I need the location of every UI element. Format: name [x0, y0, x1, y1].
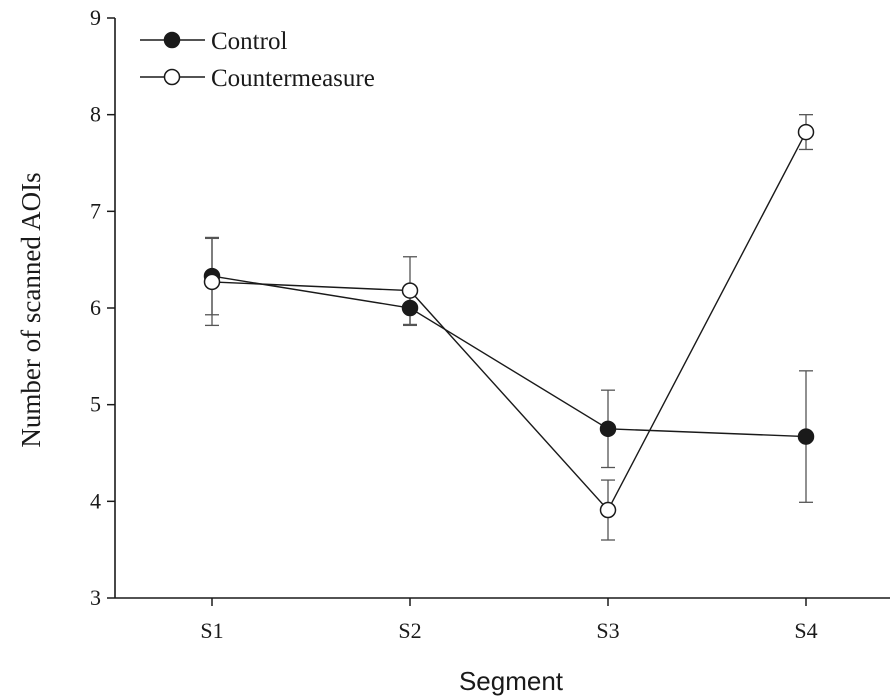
y-tick-label: 3: [90, 585, 101, 610]
y-tick-label: 7: [90, 198, 101, 223]
legend-item-countermeasure: Countermeasure: [140, 65, 375, 92]
legend: Control Countermeasure: [140, 28, 375, 92]
data-point-control: [797, 428, 815, 445]
legend-control-marker: [163, 31, 181, 49]
y-tick-label: 5: [90, 392, 101, 417]
legend-countermeasure-label: Countermeasure: [211, 65, 375, 92]
data-point-countermeasure: [203, 273, 221, 291]
x-tick-label: S1: [200, 618, 223, 643]
x-tick-label: S2: [398, 618, 421, 643]
error-bars: [205, 114, 813, 541]
legend-item-control: Control: [140, 28, 287, 55]
y-tick-label: 4: [90, 488, 101, 513]
data-markers: [203, 123, 815, 519]
data-point-control: [401, 299, 419, 317]
y-axis-ticks: 3 4 5 6 7 8 9: [90, 5, 115, 610]
legend-countermeasure-marker: [163, 68, 181, 86]
x-tick-label: S3: [596, 618, 619, 643]
series-line-countermeasure: [211, 131, 807, 512]
y-tick-label: 8: [90, 102, 101, 127]
series-line-control: [211, 275, 807, 438]
legend-control-label: Control: [211, 28, 287, 55]
x-axis-ticks: S1 S2 S3 S4: [200, 598, 818, 643]
y-tick-label: 6: [90, 295, 101, 320]
data-point-control: [599, 420, 617, 438]
data-point-countermeasure: [401, 282, 419, 299]
x-tick-label: S4: [794, 618, 817, 643]
x-axis-title: Segment: [459, 666, 564, 696]
y-axis-title: Number of scanned AOIs: [16, 172, 46, 447]
series-lines: [211, 131, 807, 512]
data-point-countermeasure: [599, 501, 617, 519]
y-tick-label: 9: [90, 5, 101, 30]
data-point-countermeasure: [797, 123, 815, 141]
